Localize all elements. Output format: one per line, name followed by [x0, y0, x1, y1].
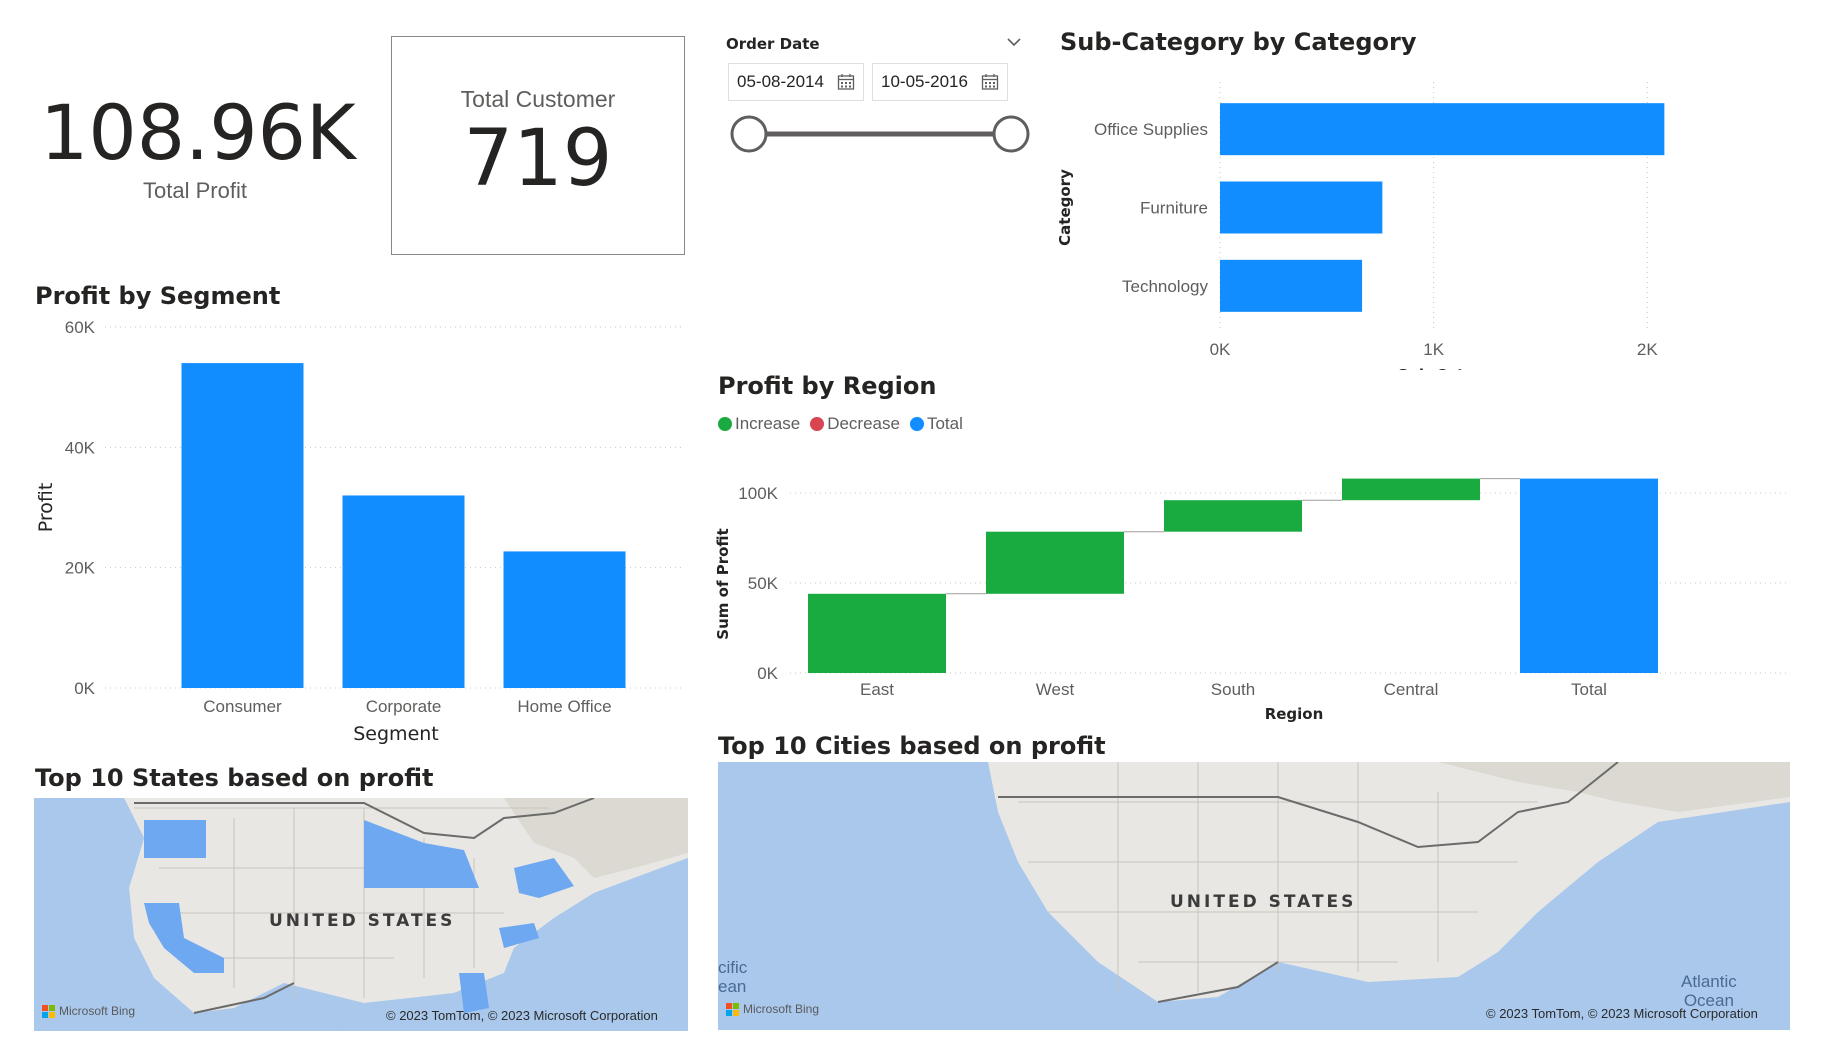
cities-map-bing-text: Microsoft Bing	[743, 1002, 820, 1016]
kpi-total-customer: Total Customer 719	[391, 36, 685, 255]
states-map-bing-logo: Microsoft Bing	[42, 1004, 135, 1018]
bar-technology[interactable]	[1220, 259, 1363, 312]
x-axis-title: Sub-Category	[1397, 366, 1512, 370]
bar-east[interactable]	[808, 593, 946, 673]
y-axis-title: Sum of Profit	[714, 528, 732, 639]
atlantic-ocean-label: Atlantic Ocean	[1681, 972, 1737, 1010]
x-tick-label: 0K	[1210, 340, 1231, 359]
y-tick-label: 50K	[748, 574, 779, 593]
subcategory-chart-title: Sub-Category by Category	[1060, 28, 1417, 56]
legend-label-increase: Increase	[735, 414, 801, 433]
order-date-slicer: Order Date 05-08-2014 10-05-2016	[726, 30, 1030, 160]
y-tick-label: 0K	[74, 679, 95, 698]
category-label: Corporate	[366, 697, 442, 716]
start-date-value: 05-08-2014	[737, 72, 824, 91]
y-axis-title: Category	[1056, 169, 1074, 246]
legend-item-decrease[interactable]: Decrease	[810, 414, 900, 434]
states-map-credit: © 2023 TomTom, © 2023 Microsoft Corporat…	[386, 1008, 658, 1023]
category-label: South	[1211, 680, 1255, 699]
end-date-input[interactable]: 10-05-2016	[872, 63, 1008, 101]
y-tick-label: 60K	[65, 318, 96, 337]
total-profit-label: Total Profit	[143, 178, 247, 203]
region-waterfall-chart: 0K 50K 100K East West South Central Total Region…	[714, 478, 1790, 723]
cities-map-credit: © 2023 TomTom, © 2023 Microsoft Corporat…	[1486, 1006, 1758, 1021]
y-tick-label: 40K	[65, 438, 96, 457]
bar-total[interactable]	[1520, 478, 1658, 673]
cities-map-title: Top 10 Cities based on profit	[718, 732, 1106, 760]
cities-map[interactable]: UNITED STATES cific ean Atlantic Ocean M…	[718, 762, 1790, 1030]
bar-office-supplies[interactable]	[1220, 103, 1665, 156]
category-label: Total	[1571, 680, 1607, 699]
subcategory-chart: 0K 1K 2K Office Supplies Furniture Technology…	[1056, 82, 1665, 370]
pacific-ocean-label: cific ean	[718, 958, 748, 996]
segment-chart-title: Profit by Segment	[35, 282, 281, 310]
calendar-icon[interactable]	[981, 73, 999, 91]
category-label: Office Supplies	[1094, 120, 1208, 139]
legend-label-total: Total	[926, 414, 963, 433]
slider-end-handle	[992, 115, 1030, 153]
microsoft-logo-icon	[42, 1004, 55, 1018]
start-date-input[interactable]: 05-08-2014	[728, 63, 864, 101]
legend-dot-total	[909, 417, 924, 431]
bar-corporate[interactable]	[342, 495, 465, 688]
bar-central[interactable]	[1342, 478, 1480, 501]
x-tick-label: 1K	[1423, 340, 1444, 359]
bar-consumer[interactable]	[181, 363, 304, 688]
x-axis-title: Region	[1265, 705, 1324, 723]
cities-map-country-label: UNITED STATES	[1170, 892, 1357, 912]
total-customer-value: 719	[463, 114, 613, 204]
region-chart-title: Profit by Region	[718, 372, 937, 400]
bar-south[interactable]	[1164, 500, 1302, 532]
kpi-total-profit: 108.96K Total Profit	[40, 88, 356, 220]
states-map[interactable]: UNITED STATES Microsoft Bing © 2023 TomT…	[34, 798, 688, 1031]
states-map-title: Top 10 States based on profit	[35, 764, 434, 792]
calendar-icon[interactable]	[837, 73, 855, 91]
microsoft-logo-icon	[726, 1002, 739, 1016]
end-date-value: 10-05-2016	[881, 72, 968, 91]
states-map-graphic	[34, 798, 688, 1031]
category-label: Home Office	[517, 697, 611, 716]
total-customer-label: Total Customer	[460, 86, 616, 112]
category-label: Furniture	[1140, 199, 1208, 218]
cities-map-bing-logo: Microsoft Bing	[726, 1002, 819, 1016]
slider-start-handle	[730, 115, 768, 153]
category-label: Technology	[1122, 277, 1209, 296]
bar-furniture[interactable]	[1220, 181, 1383, 234]
category-label: Consumer	[203, 697, 282, 716]
date-range-slider[interactable]	[726, 108, 1036, 160]
region-legend: Increase Decrease Total	[718, 414, 963, 434]
legend-dot-decrease	[810, 417, 825, 431]
states-map-country-label: UNITED STATES	[269, 911, 456, 931]
cities-map-graphic	[988, 762, 1790, 1003]
segment-chart: 0K 20K 40K 60K Consumer Corporate Home Office S…	[35, 318, 685, 745]
states-map-bing-text: Microsoft Bing	[59, 1004, 136, 1018]
x-tick-label: 2K	[1637, 340, 1658, 359]
category-label: West	[1036, 680, 1075, 699]
legend-item-total[interactable]: Total	[909, 414, 963, 434]
legend-item-increase[interactable]: Increase	[718, 414, 800, 434]
legend-dot-increase	[718, 417, 732, 431]
total-profit-value: 108.96K	[40, 88, 356, 177]
category-label: Central	[1384, 680, 1439, 699]
bar-west[interactable]	[986, 531, 1124, 594]
category-label: East	[860, 680, 894, 699]
y-tick-label: 0K	[757, 664, 778, 683]
chevron-down-icon[interactable]	[1006, 36, 1022, 48]
y-tick-label: 20K	[65, 559, 96, 578]
y-tick-label: 100K	[738, 484, 778, 503]
x-axis-title: Segment	[353, 723, 439, 745]
bar-home-office[interactable]	[503, 551, 626, 688]
legend-label-decrease: Decrease	[827, 414, 900, 433]
slicer-label: Order Date	[726, 35, 820, 53]
y-axis-title: Profit	[35, 483, 57, 533]
